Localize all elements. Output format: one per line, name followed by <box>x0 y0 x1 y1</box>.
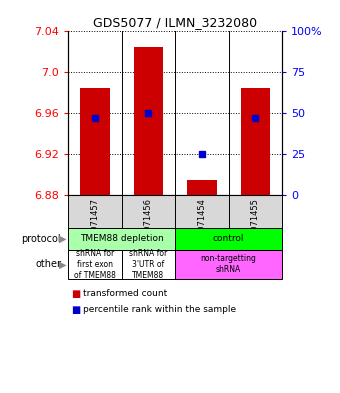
Text: ▶: ▶ <box>59 234 66 244</box>
Title: GDS5077 / ILMN_3232080: GDS5077 / ILMN_3232080 <box>93 16 257 29</box>
Bar <box>80 88 109 195</box>
Text: GSM1071457: GSM1071457 <box>90 198 99 254</box>
Text: shRNA for
3'UTR of
TMEM88: shRNA for 3'UTR of TMEM88 <box>129 249 167 280</box>
Text: ■: ■ <box>71 305 81 315</box>
Text: control: control <box>213 234 244 243</box>
Text: ▶: ▶ <box>59 259 66 269</box>
Text: protocol: protocol <box>21 234 61 244</box>
Text: ■: ■ <box>71 289 81 299</box>
Text: GSM1071455: GSM1071455 <box>251 198 260 254</box>
Text: GSM1071456: GSM1071456 <box>144 198 153 254</box>
Bar <box>241 88 270 195</box>
Bar <box>187 180 217 195</box>
Text: shRNA for
first exon
of TMEM88: shRNA for first exon of TMEM88 <box>74 249 116 280</box>
Text: GSM1071454: GSM1071454 <box>198 198 206 254</box>
Text: TMEM88 depletion: TMEM88 depletion <box>80 234 164 243</box>
Text: percentile rank within the sample: percentile rank within the sample <box>83 305 236 314</box>
Text: transformed count: transformed count <box>83 289 168 298</box>
Text: non-targetting
shRNA: non-targetting shRNA <box>201 254 257 274</box>
Bar <box>134 47 163 195</box>
Text: other: other <box>35 259 61 269</box>
